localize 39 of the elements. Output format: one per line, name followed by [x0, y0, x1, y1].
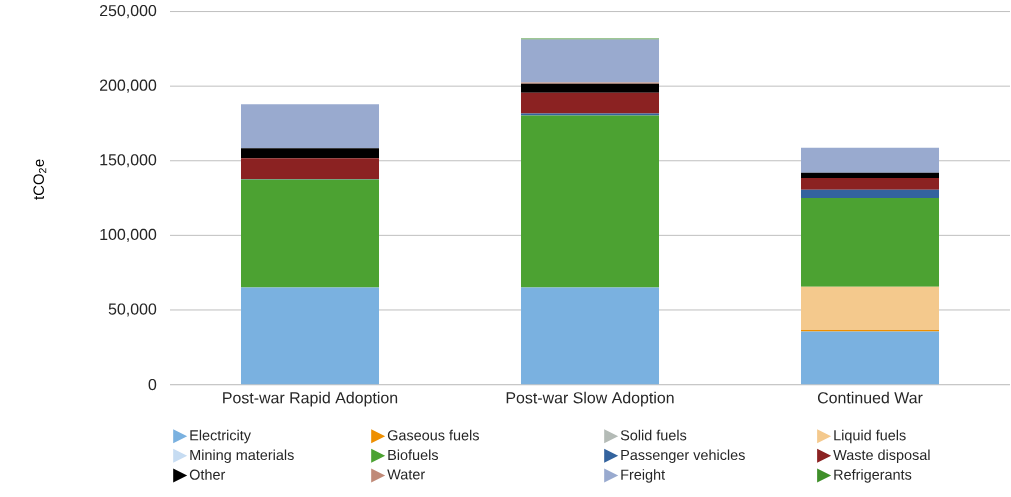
legend-label: Water — [387, 469, 425, 480]
legend-label: Mining materials — [190, 449, 294, 464]
y-tick-label: 150,000 — [100, 154, 157, 168]
legend-label: Waste disposal — [833, 449, 930, 464]
bar — [241, 148, 380, 159]
y-tick-label: 50,000 — [108, 303, 157, 317]
x-tick-label: Post-war Slow Adoption — [506, 391, 674, 407]
legend-label: Freight — [621, 469, 665, 483]
legend-label: Refrigerants — [834, 469, 912, 483]
bar — [241, 104, 380, 149]
x-tick-label: Post-war Rapid Adoption — [223, 391, 398, 407]
bar — [521, 115, 660, 288]
legend-label: Other — [189, 469, 226, 480]
legend-label: Passenger vehicles — [621, 449, 745, 464]
y-tick-label: 100,000 — [100, 229, 157, 243]
bar — [241, 158, 380, 180]
bar — [521, 287, 660, 385]
bar — [521, 83, 660, 93]
bar — [801, 190, 940, 199]
legend-label: Solid fuels — [620, 430, 687, 441]
legend-label: Electricity — [190, 430, 251, 444]
y-tick-label: 0 — [148, 379, 157, 391]
legend-label: Gaseous fuels — [387, 430, 479, 441]
bar — [801, 287, 940, 331]
bar — [801, 331, 940, 385]
legend-label: Biofuels — [388, 449, 439, 461]
y-axis-title: tCO$_{2}$e — [33, 159, 47, 201]
bar — [801, 173, 940, 179]
bar — [801, 198, 940, 288]
bar — [241, 287, 380, 385]
x-tick-label: Continued War — [817, 391, 923, 404]
bar — [521, 39, 660, 83]
bar — [521, 92, 660, 114]
bar — [241, 179, 380, 288]
y-tick-label: 200,000 — [100, 79, 157, 93]
bar — [801, 178, 940, 191]
bar — [801, 148, 940, 174]
y-tick-label: 250,000 — [100, 5, 157, 19]
legend-label: Liquid fuels — [834, 430, 906, 444]
